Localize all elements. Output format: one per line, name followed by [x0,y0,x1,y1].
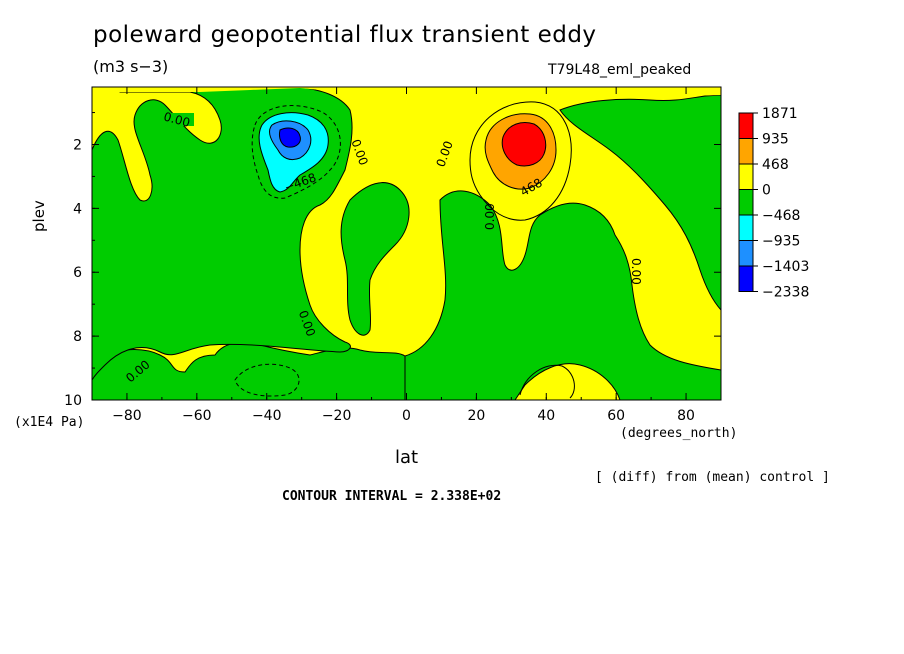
x-tick-label: −60 [182,408,212,424]
y-tick-label: 8 [73,329,82,345]
colorbar-swatch [738,112,754,139]
colorbar-label: 935 [762,132,789,148]
x-tick-label: 60 [607,408,625,424]
y-tick-label: 6 [73,265,82,281]
x-tick-label: 0 [402,408,411,424]
colorbar-label: 468 [762,157,789,173]
x-tick-label: −40 [252,408,282,424]
positive-contour-south [519,364,575,399]
colorbar: 1871 935 468 0 −468 −935 −1403 −2338 [738,106,809,301]
chart-units: (m3 s−3) [93,57,169,76]
negative-contour-dashed-b [234,363,300,397]
positive-contour-outer [469,101,572,221]
contour-interval: CONTOUR INTERVAL = 2.338E+02 [282,489,502,504]
colorbar-swatch [738,189,754,216]
x-tick-label: 80 [677,408,695,424]
colorbar-label: 0 [762,183,771,199]
colorbar-label: −468 [762,208,800,224]
y-axis-ticks: 2 4 6 8 10 [64,112,721,409]
green-region-northeast [559,94,722,312]
x-tick-label: 40 [537,408,555,424]
colorbar-swatch [738,240,754,267]
contour-label: 0.00 [162,110,191,130]
contour-label: 0.00 [483,203,497,230]
contour-label: 0.00 [629,258,643,285]
green-region-east [404,190,722,401]
colorbar-label: −935 [762,234,800,250]
negative-anomaly-core [279,127,301,148]
x-axis-ticks: −80 −60 −40 −20 0 20 40 60 80 [91,87,722,424]
y-tick-label: 4 [73,201,82,217]
colorbar-swatch [738,138,754,165]
negative-contour-dashed-a [251,105,341,199]
x-tick-label: 20 [467,408,485,424]
y-tick-label: 10 [64,393,82,409]
y-axis-units: (x1E4 Pa) [14,415,85,430]
run-label: T79L48_eml_peaked [548,62,692,78]
yellow-band-top [92,87,721,100]
diff-note: [ (diff) from (mean) control ] [595,470,830,485]
y-tick-label: 2 [73,137,82,153]
colorbar-label: 1871 [762,106,798,122]
colorbar-swatch [738,163,754,190]
chart-title: poleward geopotential flux transient edd… [93,22,597,48]
x-tick-label: −80 [112,408,142,424]
x-axis-units: (degrees_north) [620,426,738,441]
x-axis-label: lat [395,447,419,468]
field-shapes [91,86,722,401]
colorbar-swatch [738,265,754,292]
positive-anomaly-core [501,122,547,167]
green-region-center [340,182,410,336]
colorbar-label: −1403 [762,259,809,275]
colorbar-label: −2338 [762,285,809,301]
colorbar-swatch [738,214,754,241]
x-tick-label: −20 [322,408,352,424]
